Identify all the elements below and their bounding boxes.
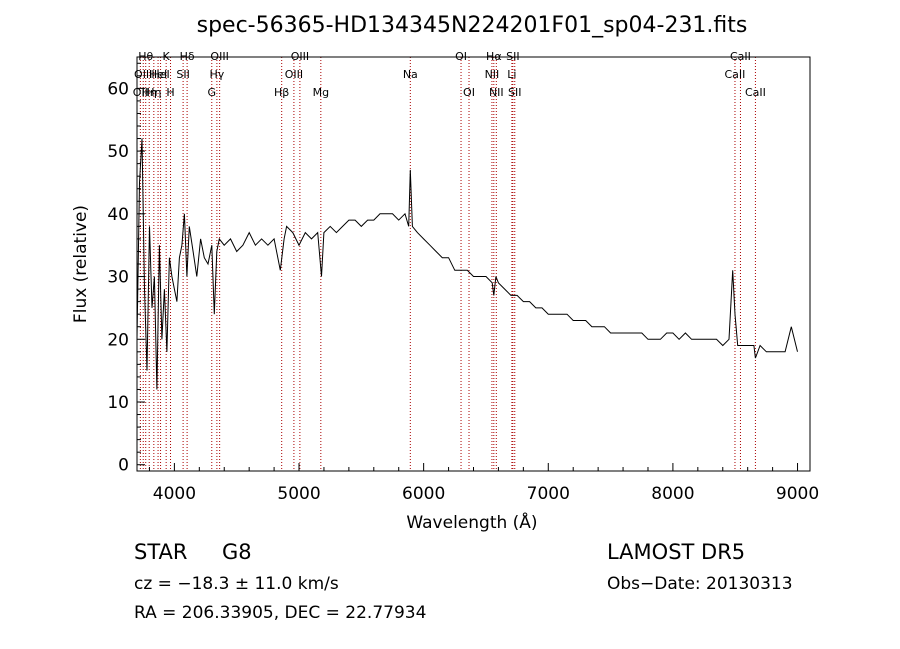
line-label-15: OIII [285,68,303,81]
y-tick-label-4: 40 [107,205,129,225]
x-tick-label-5: 9000 [776,484,819,504]
object-class: STAR [134,540,188,564]
line-label-3: Hη [142,86,157,99]
line-label-24: Li [507,68,516,81]
y-tick-label-5: 50 [107,142,129,162]
line-label-14: Hβ [274,86,289,99]
line-label-21: NII [485,68,500,81]
x-tick-label-0: 4000 [153,484,196,504]
y-axis: 0 10 20 30 40 50 60 [107,62,145,476]
y-axis-label: Flux (relative) [71,205,91,323]
coordinates-readout: RA = 206.33905, DEC = 22.77934 [134,603,427,623]
line-label-20: OI [463,86,475,99]
spectrum-line [136,138,798,390]
y-tick-label-3: 30 [107,268,129,288]
observation-date: Obs−Date: 20130313 [607,574,793,594]
y-tick-label-2: 20 [107,330,129,350]
y-tick-label-6: 60 [107,79,129,99]
object-subclass: G8 [222,540,252,564]
x-tick-label-4: 8000 [651,484,694,504]
line-label-5: HeI [149,68,167,81]
chart-title: spec-56365-HD134345N224201F01_sp04-231.f… [197,13,748,38]
y-tick-label-1: 10 [107,393,129,413]
line-label-27: CaII [725,68,746,81]
y-tick-label-0: 0 [118,456,129,476]
line-label-9: SII [176,68,189,81]
survey-name: LAMOST DR5 [607,540,746,564]
line-label-26: SII [508,86,521,99]
line-label-8: H [166,86,174,99]
line-label-23: NII [489,86,504,99]
line-label-6: HeI [151,68,169,81]
x-tick-label-3: 7000 [527,484,570,504]
line-label-18: Na [403,68,418,81]
x-tick-label-1: 5000 [277,484,320,504]
line-label-11: G [208,86,217,99]
x-axis: 4000 5000 6000 7000 8000 9000 [148,463,819,504]
x-tick-label-2: 6000 [402,484,445,504]
spectrum-series [136,138,798,390]
plot-frame [136,56,811,472]
line-label-17: Mg [313,86,329,99]
line-label-29: CaII [745,86,766,99]
redshift-readout: cz = −18.3 ± 11.0 km/s [134,574,339,594]
line-label-4: Hη [146,86,161,99]
line-label-1: OIII [134,68,152,81]
x-axis-label: Wavelength (Å) [406,511,537,533]
line-label-12: Hγ [209,68,224,81]
emission-line-markers [139,57,756,471]
